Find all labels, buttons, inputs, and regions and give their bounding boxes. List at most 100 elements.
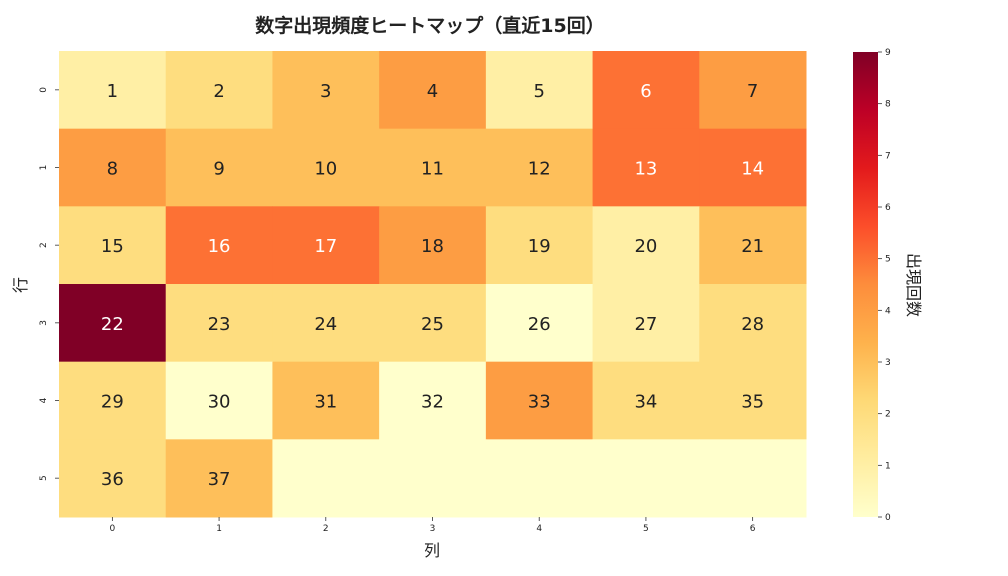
- colorbar-label: 出現回数: [904, 253, 923, 317]
- heatmap-cell: [59, 206, 167, 285]
- heatmap-cell: [165, 439, 273, 518]
- colorbar-ticks: 0 1 2 3 4 5 6 7 8 9: [878, 48, 891, 523]
- heatmap-cell: [165, 128, 273, 207]
- heatmap-cell: [379, 361, 487, 440]
- y-tick-label: 2: [39, 242, 49, 248]
- heatmap-cell: [592, 206, 700, 285]
- cell-label: 22: [101, 314, 124, 335]
- heatmap-cell: [592, 439, 700, 518]
- heatmap-cell: [272, 51, 380, 130]
- heatmap-cell: [485, 361, 594, 440]
- heatmap-cell: [59, 284, 167, 363]
- colorbar-tick-label: 6: [885, 203, 891, 213]
- chart-title: 数字出現頻度ヒートマップ（直近15回）: [255, 14, 604, 37]
- colorbar: [853, 52, 878, 517]
- heatmap-cell: [592, 128, 700, 207]
- cell-label: 31: [314, 392, 337, 413]
- cell-label: 1: [107, 81, 118, 102]
- heatmap-cell: [272, 361, 380, 440]
- cell-label: 3: [320, 81, 331, 102]
- cell-label: 16: [208, 236, 231, 257]
- cell-label: 17: [314, 236, 337, 257]
- heatmap-cell: [165, 361, 273, 440]
- cell-label: 9: [213, 159, 224, 180]
- heatmap-cell: [59, 439, 167, 518]
- x-tick-label: 3: [430, 524, 436, 534]
- x-tick-label: 6: [750, 524, 756, 534]
- y-tick-label: 5: [39, 475, 49, 481]
- cell-label: 37: [208, 469, 231, 490]
- heatmap-cell: [485, 51, 594, 130]
- heatmap-cell: [485, 439, 594, 518]
- x-tick-label: 2: [323, 524, 329, 534]
- y-axis-ticks: 0 1 2 3 4 5: [39, 87, 59, 481]
- cell-label: 30: [208, 392, 231, 413]
- y-axis-label: 行: [11, 277, 30, 293]
- heatmap-cell: [272, 128, 380, 207]
- cell-label: 12: [528, 159, 551, 180]
- cell-label: 28: [741, 314, 764, 335]
- cell-label: 8: [107, 159, 118, 180]
- colorbar-tick-label: 2: [885, 410, 891, 420]
- cell-label: 11: [421, 159, 444, 180]
- cell-label: 13: [634, 159, 657, 180]
- colorbar-tick-label: 3: [885, 358, 891, 368]
- y-tick-label: 4: [39, 397, 49, 403]
- heatmap-cell: [59, 51, 167, 130]
- heatmap-cell: [379, 51, 487, 130]
- cell-label: 18: [421, 236, 444, 257]
- cell-label: 4: [427, 81, 438, 102]
- heatmap-cell: [165, 51, 273, 130]
- cell-label: 7: [747, 81, 758, 102]
- x-tick-label: 5: [643, 524, 649, 534]
- cell-label: 27: [634, 314, 657, 335]
- colorbar-tick-label: 9: [885, 48, 891, 58]
- cell-label: 21: [741, 236, 764, 257]
- cell-label: 10: [314, 159, 337, 180]
- heatmap-cell: [272, 439, 380, 518]
- colorbar-tick-label: 4: [885, 306, 891, 316]
- heatmap-cell: [485, 128, 594, 207]
- heatmap-cell: [485, 284, 594, 363]
- heatmap-cell: [165, 206, 273, 285]
- x-tick-label: 1: [216, 524, 222, 534]
- colorbar-tick-label: 5: [885, 255, 891, 265]
- heatmap-cell: [699, 128, 807, 207]
- cell-label: 20: [634, 236, 657, 257]
- heatmap-cell: [592, 361, 700, 440]
- cell-label: 24: [314, 314, 337, 335]
- cell-label: 33: [528, 392, 551, 413]
- cell-label: 35: [741, 392, 764, 413]
- x-tick-label: 4: [536, 524, 542, 534]
- heatmap-cell: [59, 128, 167, 207]
- heatmap-cell: [379, 284, 487, 363]
- cell-label: 14: [741, 159, 764, 180]
- heatmap-cell: [699, 206, 807, 285]
- cell-label: 36: [101, 469, 124, 490]
- heatmap-cell: [699, 361, 807, 440]
- heatmap-cell: [165, 284, 273, 363]
- x-tick-label: 0: [109, 524, 115, 534]
- heatmap-cell: [592, 51, 700, 130]
- cell-label: 2: [213, 81, 224, 102]
- cell-label: 25: [421, 314, 444, 335]
- heatmap-cell: [272, 284, 380, 363]
- y-tick-label: 0: [39, 87, 49, 93]
- cell-label: 6: [640, 81, 651, 102]
- cell-label: 29: [101, 392, 124, 413]
- cell-label: 5: [533, 81, 544, 102]
- heatmap-cell: [699, 284, 807, 363]
- x-axis-ticks: 0 1 2 3 4 5 6: [109, 517, 756, 534]
- cell-label: 15: [101, 236, 124, 257]
- heatmap-cell: [485, 206, 594, 285]
- x-axis-label: 列: [424, 541, 440, 560]
- y-tick-label: 3: [39, 320, 49, 326]
- colorbar-tick-label: 8: [885, 100, 891, 110]
- y-tick-label: 1: [39, 165, 49, 171]
- heatmap-cell: [379, 439, 487, 518]
- heatmap-cell: [699, 439, 807, 518]
- colorbar-tick-label: 1: [885, 461, 891, 471]
- cell-label: 26: [528, 314, 551, 335]
- heatmap-cell: [592, 284, 700, 363]
